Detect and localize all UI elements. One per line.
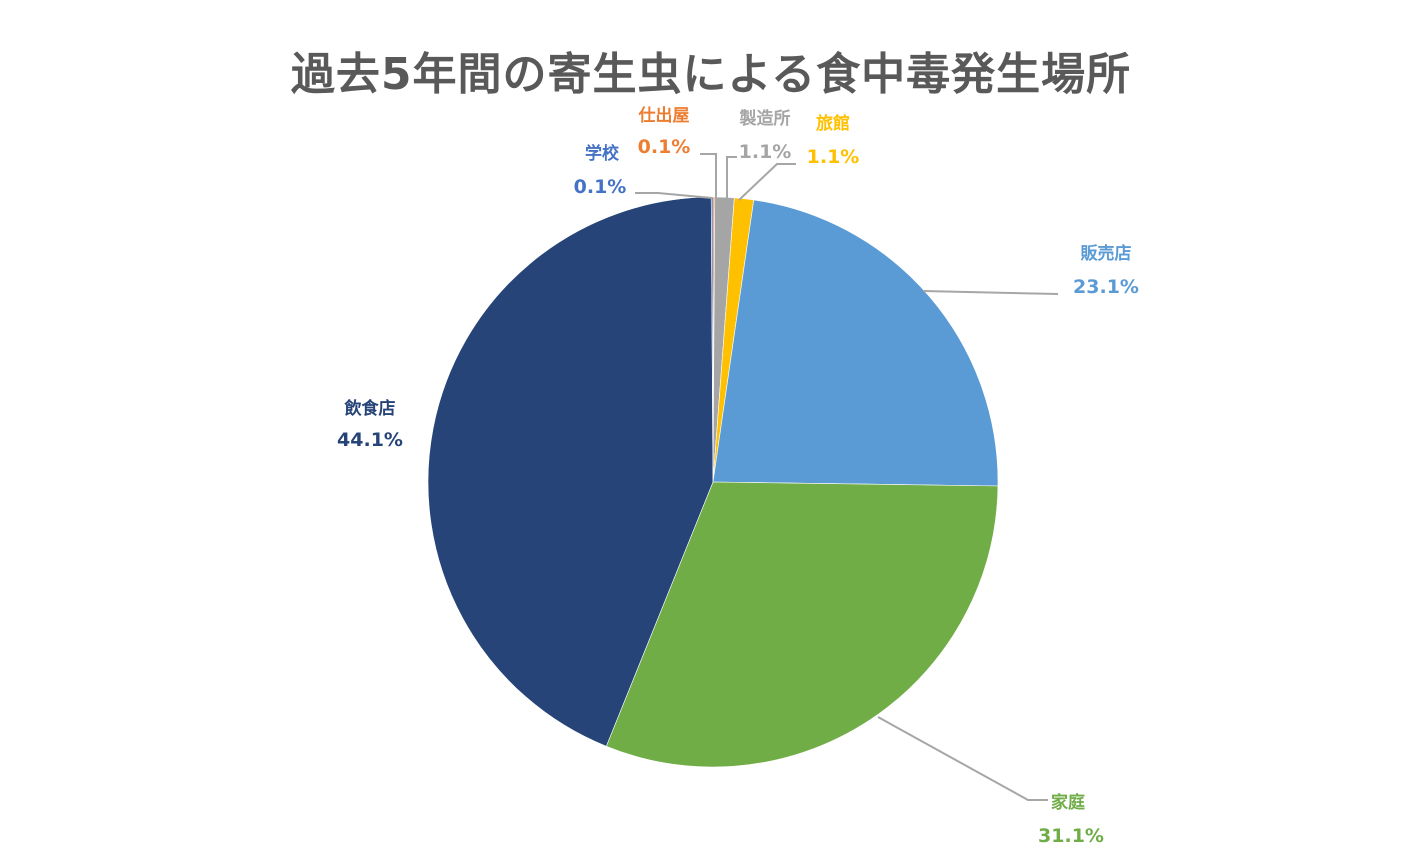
slice-name-label-4: 販売店 [1081,243,1132,264]
leader-line-4 [922,290,1059,295]
slice-name-label-5: 家庭 [1051,792,1085,813]
slice-name-label-1: 仕出屋 [638,105,690,126]
slice-value-label-6: 44.1% [337,429,403,451]
leader-line-1 [700,153,717,199]
data-labels: 仕出屋 0.1% 製造所 1.1% 旅館 1.1% 販売店 23.1% 家庭 31.1% 飲食店 44… [337,105,1139,847]
pie-slice-5 [605,481,999,768]
slice-name-label-2: 製造所 [739,108,791,129]
pie-slice-6 [427,196,714,747]
slice-name-label-6: 飲食店 [344,398,396,419]
slice-value-label-5: 31.1% [1038,825,1104,847]
slice-value-label-2: 1.1% [739,141,792,163]
slice-name-label-3: 旅館 [816,113,850,134]
leader-line-5 [877,716,1048,801]
pie-slices [427,196,999,768]
leader-line-3 [738,163,796,201]
slice-value-label-1: 0.1% [638,136,691,158]
leader-line-2 [726,156,737,199]
leader-lines [635,153,1059,801]
pie-slice-4 [712,199,999,487]
slice-name-label-7: 学校 [585,143,620,164]
slice-value-label-7: 0.1% [574,176,627,198]
slice-value-label-3: 1.1% [807,146,860,168]
chart-title: 過去5年間の寄生虫による食中毒発生場所 [290,49,1132,100]
leader-line-7 [635,192,713,199]
slice-value-label-4: 23.1% [1073,276,1139,298]
